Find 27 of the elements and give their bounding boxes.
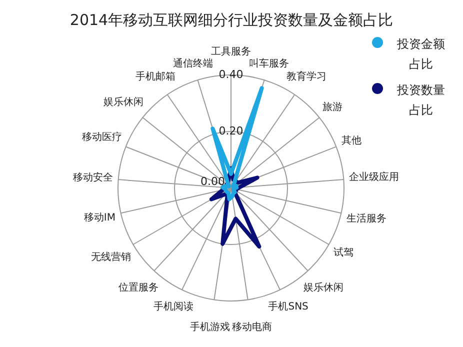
y-tick-label: 0.20 (218, 124, 244, 138)
y-tick-label: 0.00 (200, 174, 226, 188)
spoke-label: 移动电商 (232, 320, 272, 333)
spoke-label: 手机阅读 (154, 300, 194, 313)
spoke-label: 手机游戏 (190, 320, 230, 333)
spoke-label: 其他 (342, 134, 362, 146)
spoke-label: 娱乐休闲 (304, 281, 344, 294)
spoke-label: 工具服务 (211, 46, 251, 58)
spoke-label: 手机邮箱 (135, 70, 176, 83)
spoke-label: 教育学习 (286, 70, 327, 83)
spoke-label: 通信终端 (172, 58, 213, 70)
spoke-label: 移动安全 (72, 171, 113, 184)
spoke-label: 企业级应用 (348, 170, 399, 183)
spoke-label: 生活服务 (346, 212, 386, 224)
spoke-label: 试驾 (333, 246, 354, 258)
spoke-label: 移动医疗 (82, 130, 122, 143)
spoke-label: 无线营销 (91, 250, 132, 263)
spoke-label: 移动IM (84, 212, 116, 224)
spoke-label: 叫车服务 (249, 58, 290, 70)
y-tick-label: 0.40 (218, 68, 244, 81)
chart-title: 2014年移动互联网细分行业投资数量及金额占比 (70, 10, 394, 29)
spoke-label: 位置服务 (118, 281, 158, 294)
spoke-label: 手机SNS (268, 300, 308, 313)
spoke-label: 娱乐休闲 (104, 96, 144, 108)
legend-label: 投资数量占比 (396, 82, 446, 119)
spoke-label: 旅游 (322, 100, 342, 113)
legend-label: 投资金额占比 (396, 36, 446, 73)
